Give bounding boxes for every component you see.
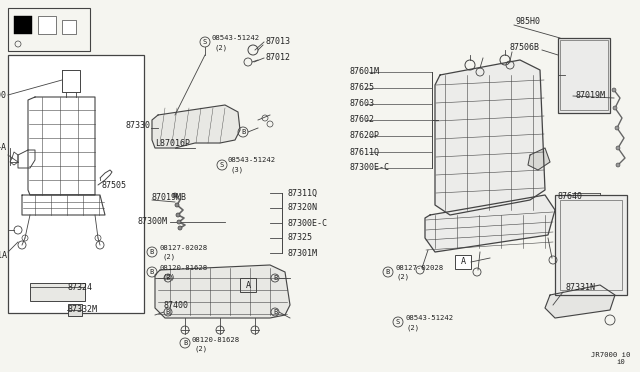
Circle shape [616,146,620,150]
Bar [455,255,471,269]
Polygon shape [155,265,290,318]
Bar [240,278,256,292]
Text: 08120-81628: 08120-81628 [160,265,208,271]
Text: L87016P: L87016P [155,139,190,148]
Bar [38,16,56,34]
Polygon shape [22,195,105,215]
Text: (3): (3) [230,167,243,173]
Text: i0: i0 [616,359,625,365]
Text: (2): (2) [215,45,228,51]
Text: 87311Q: 87311Q [288,189,318,198]
Polygon shape [18,150,35,168]
Circle shape [176,213,180,217]
Text: 08120-81628: 08120-81628 [192,337,240,343]
Text: S: S [220,162,224,168]
Text: 87301M: 87301M [288,248,318,257]
Bar [560,200,622,290]
Text: 87330: 87330 [125,121,150,129]
Text: 87603: 87603 [349,99,374,109]
Text: 87611Q: 87611Q [349,148,379,157]
Circle shape [173,193,177,197]
Text: 87320N: 87320N [288,203,318,212]
Text: B: B [166,309,170,315]
Text: 87300M: 87300M [138,218,168,227]
Polygon shape [28,97,95,195]
Text: 08127-02028: 08127-02028 [395,265,443,271]
Text: 08543-51242: 08543-51242 [405,315,453,321]
Bar [8,8,90,51]
Text: B: B [183,340,187,346]
Polygon shape [62,70,80,92]
Text: (2): (2) [407,325,420,331]
Text: (2): (2) [194,346,207,352]
Text: 87505+A: 87505+A [0,144,7,153]
Polygon shape [528,148,550,170]
Polygon shape [545,285,615,318]
Text: 08543-51242: 08543-51242 [212,35,260,41]
Text: 985H0: 985H0 [515,17,540,26]
Text: 87324: 87324 [68,283,93,292]
Bar [14,16,32,34]
Polygon shape [425,195,555,252]
Text: B: B [241,129,245,135]
Text: 87331N: 87331N [565,282,595,292]
Text: (2): (2) [397,274,410,280]
Polygon shape [152,105,240,148]
Bar [30,283,85,301]
Text: (2): (2) [162,274,175,280]
Text: 87505: 87505 [102,180,127,189]
Bar [68,304,82,316]
Text: S: S [396,319,400,325]
Bar [558,38,610,113]
Circle shape [175,203,179,207]
Text: 87501A: 87501A [0,250,7,260]
Bar [560,40,608,110]
Text: 87400: 87400 [163,301,188,310]
Text: 08127-02028: 08127-02028 [160,245,208,251]
Text: 86400: 86400 [0,90,7,99]
Circle shape [612,88,616,92]
Text: 87019MB: 87019MB [152,193,187,202]
Bar [555,195,627,295]
Text: 87300E-C: 87300E-C [288,218,328,228]
Text: 87601M: 87601M [349,67,379,77]
Text: A: A [461,257,465,266]
Text: B: B [273,275,277,281]
Text: B: B [150,249,154,255]
Circle shape [613,106,617,110]
Text: B: B [150,269,154,275]
Bar [8,55,144,313]
Circle shape [616,163,620,167]
Text: B: B [166,275,170,281]
Text: B: B [273,309,277,315]
Circle shape [615,126,619,130]
Text: 87620P: 87620P [349,131,379,141]
Text: 87602: 87602 [349,115,374,125]
Text: 87300E-C: 87300E-C [349,164,389,173]
Polygon shape [435,60,545,215]
Text: 87640: 87640 [557,192,582,201]
Text: 87625: 87625 [349,83,374,93]
Text: 87012: 87012 [265,54,290,62]
Text: B: B [386,269,390,275]
Text: 08543-51242: 08543-51242 [228,157,276,163]
Circle shape [177,220,181,224]
Text: 87332M: 87332M [68,305,98,314]
Polygon shape [10,152,18,165]
Text: (2): (2) [162,254,175,260]
Text: 87506B: 87506B [509,44,539,52]
Text: JR7000 i0: JR7000 i0 [591,352,630,358]
Text: 87019M: 87019M [575,90,605,99]
Bar [62,20,76,34]
Text: A: A [246,280,250,289]
Text: 87325: 87325 [288,234,313,243]
Circle shape [178,226,182,230]
Text: S: S [203,39,207,45]
Text: 87013: 87013 [265,38,290,46]
